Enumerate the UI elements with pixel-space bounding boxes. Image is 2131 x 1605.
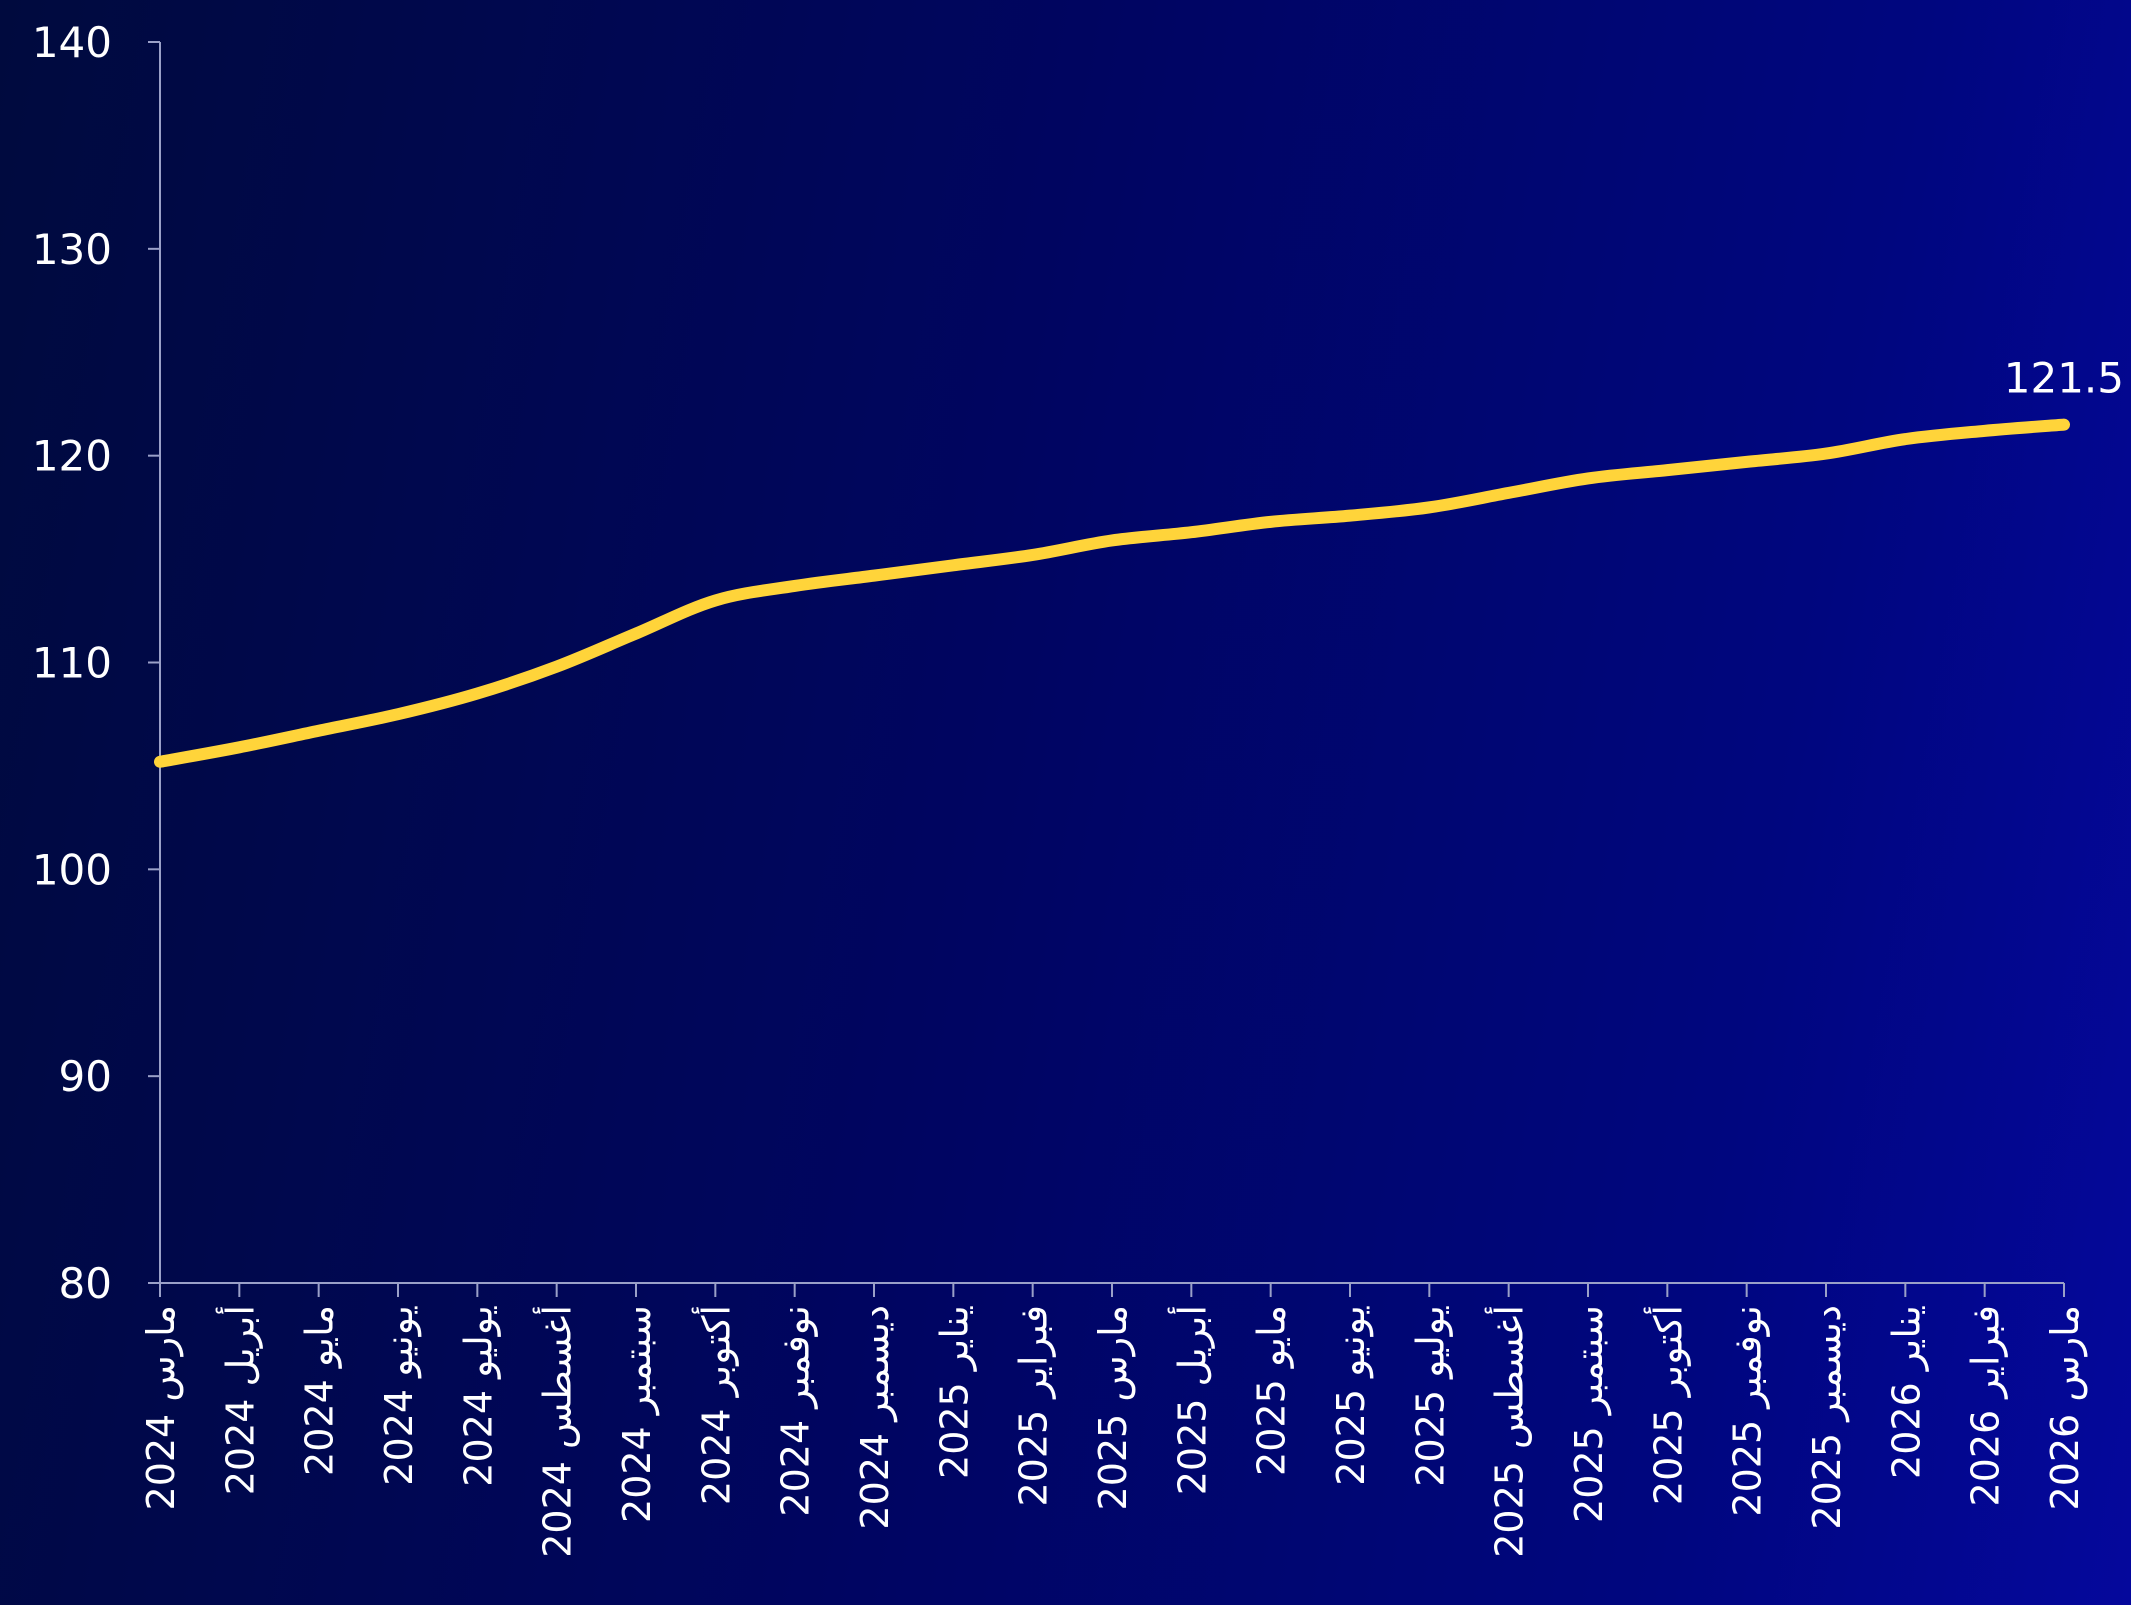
x-tick-label: أكتوبر 2024: [691, 1305, 739, 1505]
x-tick-label: يوليو 2024: [456, 1305, 501, 1487]
end-value-label: 121.5: [2004, 354, 2124, 403]
y-tick-label: 130: [32, 225, 112, 274]
x-tick-label: مارس 2026: [2043, 1305, 2087, 1510]
x-tick-label: مايو 2024: [298, 1305, 343, 1476]
x-tick-label: أغسطس 2025: [1485, 1305, 1532, 1558]
x-tick-label: فبراير 2026: [1964, 1305, 2009, 1507]
x-tick-label: ديسمبر 2024: [853, 1305, 898, 1530]
x-tick-label: يناير 2025: [932, 1305, 977, 1479]
x-tick-label: سبتمبر 2024: [615, 1305, 660, 1523]
series-line: [154, 418, 2070, 768]
data-labels: 121.5: [2004, 354, 2124, 403]
x-tick-label: مايو 2025: [1250, 1305, 1295, 1476]
y-tick-label: 80: [59, 1259, 112, 1308]
x-tick-label: نوفمبر 2024: [774, 1305, 819, 1517]
x-tick-label: يونيو 2024: [377, 1305, 422, 1486]
series-layer: [154, 418, 2070, 768]
y-tick-label: 100: [32, 845, 112, 894]
x-tick-label: يناير 2026: [1884, 1305, 1929, 1479]
x-tick-label: مارس 2025: [1091, 1305, 1135, 1510]
x-tick-label: فبراير 2025: [1012, 1305, 1057, 1507]
y-tick-label: 110: [32, 639, 112, 688]
x-tick-label: نوفمبر 2025: [1726, 1305, 1771, 1517]
x-axis: مارس 2024 أبريل 2024 مايو 2024 يونيو 2024 يو…: [139, 1282, 2087, 1558]
y-axis: 80 90 100 110 120 130 140: [32, 18, 161, 1308]
x-tick-label: يوليو 2025: [1408, 1305, 1453, 1487]
x-tick-label: مارس 2024: [139, 1305, 183, 1510]
y-tick-label: 140: [32, 18, 112, 67]
y-tick-label: 120: [32, 432, 112, 481]
x-tick-label: أغسطس 2024: [533, 1305, 580, 1558]
x-tick-label: أكتوبر 2025: [1643, 1305, 1691, 1505]
x-tick-label: أبريل 2025: [1167, 1305, 1215, 1495]
y-tick-label: 90: [59, 1052, 112, 1101]
x-tick-label: سبتمبر 2025: [1567, 1305, 1612, 1523]
x-tick-label: أبريل 2024: [215, 1305, 263, 1495]
x-tick-label: يونيو 2025: [1329, 1305, 1374, 1486]
x-tick-label: ديسمبر 2025: [1805, 1305, 1850, 1530]
